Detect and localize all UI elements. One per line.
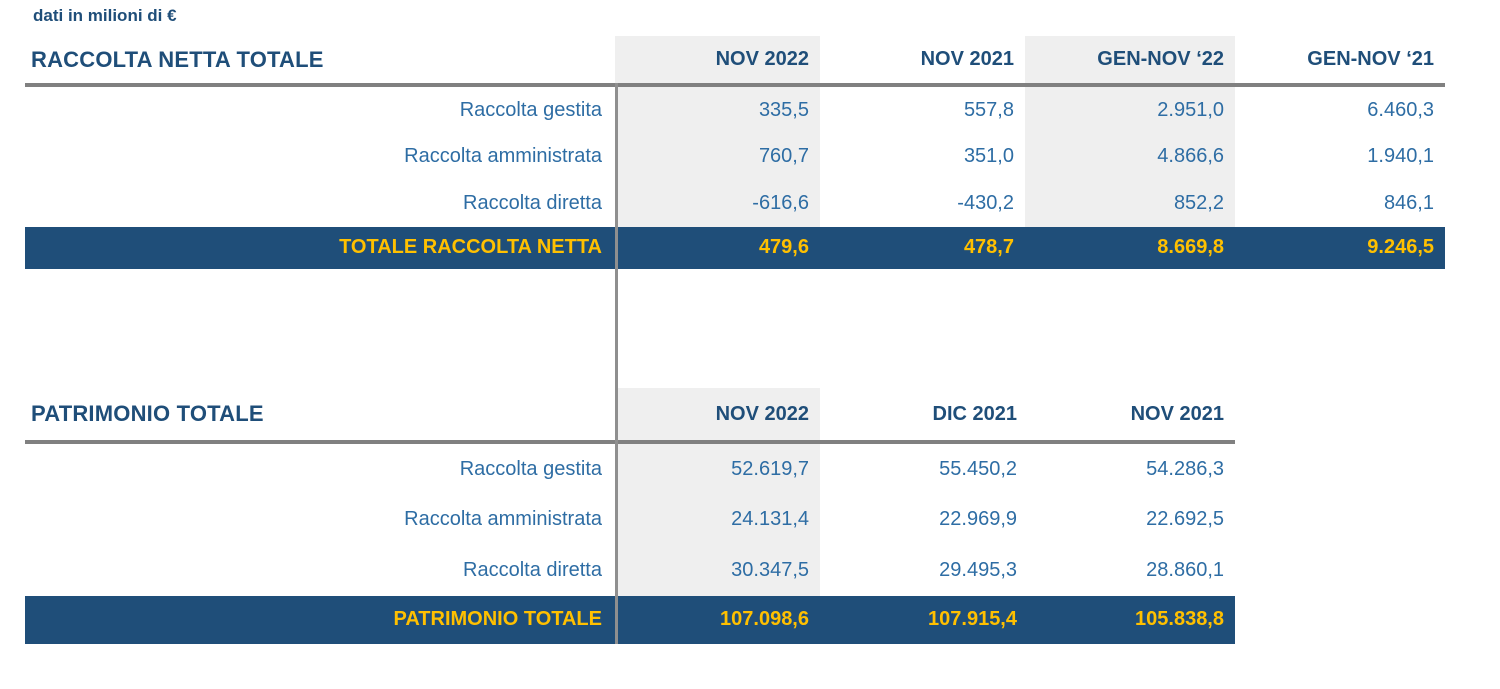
value-cell: 557,8	[963, 98, 1014, 121]
raccolta-header-rule	[25, 83, 1445, 87]
patrimonio-table: PATRIMONIO TOTALE NOV 2022 DIC 2021 NOV …	[25, 388, 1235, 644]
raccolta-col-header-gen-nov-22: GEN-NOV ‘22	[1025, 36, 1235, 83]
raccolta-total-row: TOTALE RACCOLTA NETTA 479,6 478,7 8.669,…	[25, 226, 1445, 269]
total-value-cell: 479,6	[615, 226, 820, 269]
total-row-label: PATRIMONIO TOTALE	[25, 595, 615, 644]
patrimonio-col-header-nov-2022: NOV 2022	[615, 388, 820, 440]
value-cell: 4.866,6	[1025, 133, 1235, 181]
raccolta-row-amministrata: Raccolta amministrata 760,7 351,0 4.866,…	[25, 133, 1445, 181]
value-cell: 1.940,1	[1367, 145, 1434, 168]
value-cell: -430,2	[957, 191, 1014, 214]
value-cell: 24.131,4	[615, 494, 820, 546]
value-cell: 351,0	[963, 145, 1014, 168]
value-cell: 846,1	[1383, 191, 1434, 214]
total-value-cell: 107.915,4	[820, 595, 1028, 644]
raccolta-table-title: RACCOLTA NETTA TOTALE	[31, 46, 324, 72]
row-label: Raccolta gestita	[459, 457, 602, 480]
row-label: Raccolta amministrata	[404, 145, 602, 168]
raccolta-netta-table: RACCOLTA NETTA TOTALE NOV 2022 NOV 2021 …	[25, 36, 1445, 269]
value-cell: 54.286,3	[1146, 457, 1224, 480]
patrimonio-col-header-dic-2021: DIC 2021	[932, 402, 1018, 425]
total-value-cell: 8.669,8	[1025, 226, 1235, 269]
raccolta-col-header-nov-2021: NOV 2021	[920, 48, 1014, 70]
value-cell: 852,2	[1025, 180, 1235, 227]
total-value-cell: 105.838,8	[1028, 595, 1235, 644]
value-cell: 29.495,3	[939, 558, 1017, 581]
total-value-cell: 478,7	[820, 226, 1025, 269]
value-cell: 55.450,2	[939, 457, 1017, 480]
value-cell: 30.347,5	[615, 545, 820, 596]
units-note: dati in milioni di €	[33, 6, 177, 25]
raccolta-header-row: RACCOLTA NETTA TOTALE NOV 2022 NOV 2021 …	[25, 36, 1445, 83]
value-cell: 760,7	[615, 133, 820, 181]
row-label: Raccolta gestita	[459, 98, 602, 121]
row-label: Raccolta diretta	[463, 191, 602, 214]
patrimonio-row-amministrata: Raccolta amministrata 24.131,4 22.969,9 …	[25, 494, 1235, 546]
value-cell: 335,5	[615, 87, 820, 134]
total-value-cell: 9.246,5	[1235, 226, 1445, 269]
total-row-label: TOTALE RACCOLTA NETTA	[25, 226, 615, 269]
patrimonio-total-row: PATRIMONIO TOTALE 107.098,6 107.915,4 10…	[25, 595, 1235, 644]
label-values-divider	[615, 83, 618, 644]
patrimonio-row-gestita: Raccolta gestita 52.619,7 55.450,2 54.28…	[25, 444, 1235, 495]
value-cell: 6.460,3	[1367, 98, 1434, 121]
raccolta-row-gestita: Raccolta gestita 335,5 557,8 2.951,0 6.4…	[25, 87, 1445, 134]
patrimonio-row-diretta: Raccolta diretta 30.347,5 29.495,3 28.86…	[25, 545, 1235, 596]
patrimonio-table-title: PATRIMONIO TOTALE	[31, 401, 264, 426]
value-cell: -616,6	[615, 180, 820, 227]
raccolta-col-header-nov-2022: NOV 2022	[615, 36, 820, 83]
value-cell: 22.692,5	[1146, 508, 1224, 531]
patrimonio-header-row: PATRIMONIO TOTALE NOV 2022 DIC 2021 NOV …	[25, 388, 1235, 440]
value-cell: 52.619,7	[615, 444, 820, 495]
row-label: Raccolta amministrata	[404, 508, 602, 531]
row-label: Raccolta diretta	[463, 558, 602, 581]
patrimonio-col-header-nov-2021: NOV 2021	[1130, 402, 1224, 425]
raccolta-row-diretta: Raccolta diretta -616,6 -430,2 852,2 846…	[25, 180, 1445, 227]
raccolta-col-header-gen-nov-21: GEN-NOV ‘21	[1307, 48, 1434, 70]
patrimonio-header-rule	[25, 440, 1235, 444]
value-cell: 28.860,1	[1146, 558, 1224, 581]
value-cell: 2.951,0	[1025, 87, 1235, 134]
total-value-cell: 107.098,6	[615, 595, 820, 644]
value-cell: 22.969,9	[939, 508, 1017, 531]
